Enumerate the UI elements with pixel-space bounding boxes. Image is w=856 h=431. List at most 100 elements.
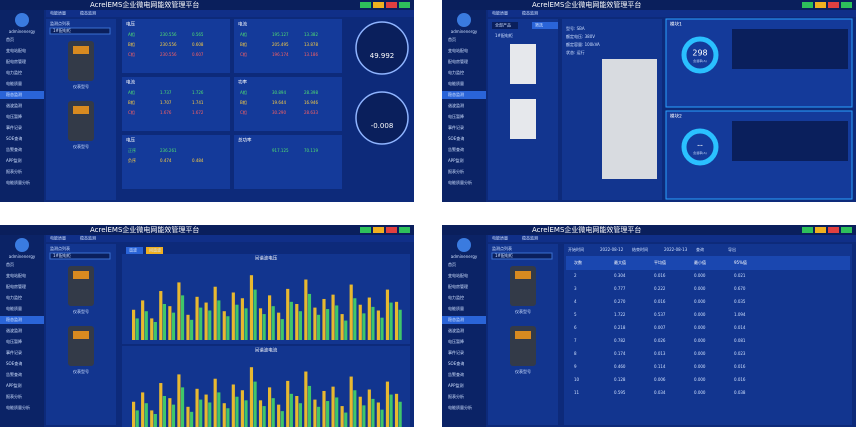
menu-item[interactable]: 首页 xyxy=(448,36,456,42)
search-box[interactable] xyxy=(49,252,111,260)
tab[interactable]: 电能质量 xyxy=(492,10,508,16)
button[interactable] xyxy=(492,22,518,29)
menu-item[interactable]: 谐波监测 xyxy=(6,102,22,108)
header-button[interactable] xyxy=(360,2,371,8)
menu-item[interactable]: 事件记录 xyxy=(448,124,464,130)
header-button[interactable] xyxy=(841,2,852,8)
button[interactable] xyxy=(126,247,143,254)
menu-item[interactable]: 稳态监测 xyxy=(6,91,22,97)
menu-item[interactable]: 稳态监测 xyxy=(448,316,464,322)
menu-item[interactable]: 电压暂降 xyxy=(448,113,464,119)
bar xyxy=(331,386,335,431)
bar xyxy=(304,371,308,431)
menu-item[interactable]: 首页 xyxy=(448,261,456,267)
menu-item[interactable]: SOE查询 xyxy=(6,135,22,141)
button[interactable] xyxy=(532,22,558,29)
menu-item[interactable]: 电压暂降 xyxy=(448,338,464,344)
menu-item[interactable]: 谐波监测 xyxy=(6,327,22,333)
menu-item[interactable]: 电能质量分析 xyxy=(6,179,30,185)
menu-item[interactable]: APP监测 xyxy=(6,157,22,163)
tab[interactable]: 稳态监测 xyxy=(522,235,538,241)
header-button[interactable] xyxy=(373,2,384,8)
menu-item[interactable]: 告警查询 xyxy=(6,146,22,152)
menu-item[interactable]: 电力监控 xyxy=(6,69,22,75)
menu-item[interactable]: 配电房管理 xyxy=(6,283,26,289)
bar xyxy=(141,300,145,340)
bar xyxy=(135,318,139,340)
cell: 1.672 xyxy=(192,110,204,115)
tab[interactable]: 稳态监测 xyxy=(522,10,538,16)
menu-item[interactable]: APP监测 xyxy=(448,382,464,388)
header-button[interactable] xyxy=(802,227,813,233)
menu-item[interactable]: 配电房管理 xyxy=(448,58,468,64)
button[interactable] xyxy=(146,247,163,254)
menu-item[interactable]: 电能质量分析 xyxy=(448,179,472,185)
td: 0.000 xyxy=(694,325,706,330)
header-button[interactable] xyxy=(841,227,852,233)
menu-item[interactable]: 告警查询 xyxy=(6,371,22,377)
cell: 230.556 xyxy=(160,42,177,47)
search-box[interactable] xyxy=(491,252,553,260)
toolbar-item[interactable]: 查询 xyxy=(696,246,704,252)
header-button[interactable] xyxy=(386,227,397,233)
header-button[interactable] xyxy=(802,2,813,8)
tab[interactable]: 稳态监测 xyxy=(80,10,96,16)
menu-item[interactable]: 稳态监测 xyxy=(6,316,22,322)
menu-item[interactable]: 变电站配电 xyxy=(6,47,26,53)
menu-item[interactable]: 电能质量分析 xyxy=(6,404,30,410)
menu-item[interactable]: 事件记录 xyxy=(6,124,22,130)
header-button[interactable] xyxy=(828,227,839,233)
menu-item[interactable]: 变电站配电 xyxy=(6,272,26,278)
toolbar-item[interactable]: 导出 xyxy=(728,246,736,252)
bar xyxy=(298,403,302,431)
menu-item[interactable]: 电压暂降 xyxy=(6,338,22,344)
menu-item[interactable]: 配电房管理 xyxy=(6,58,26,64)
menu-item[interactable]: APP监测 xyxy=(6,382,22,388)
menu-item[interactable]: 电能质量 xyxy=(6,305,22,311)
menu-item[interactable]: 电能质量 xyxy=(6,80,22,86)
menu-item[interactable]: 首页 xyxy=(6,36,14,42)
menu-item[interactable]: 报表分析 xyxy=(6,393,22,399)
menu-item[interactable]: SOE查询 xyxy=(448,360,464,366)
header-button[interactable] xyxy=(399,227,410,233)
menu-item[interactable]: SOE查询 xyxy=(448,135,464,141)
menu-item[interactable]: 事件记录 xyxy=(6,349,22,355)
header-button[interactable] xyxy=(815,2,826,8)
tab[interactable]: 电能质量 xyxy=(492,235,508,241)
bar xyxy=(385,381,390,431)
menu-item[interactable]: 变电站配电 xyxy=(448,47,468,53)
menu-item[interactable]: APP监测 xyxy=(448,157,464,163)
menu-item[interactable]: 报表分析 xyxy=(6,168,22,174)
menu-item[interactable]: 电能质量分析 xyxy=(448,404,472,410)
header-button[interactable] xyxy=(360,227,371,233)
menu-item[interactable]: 变电站配电 xyxy=(448,272,468,278)
menu-item[interactable]: 电压暂降 xyxy=(6,113,22,119)
header-button[interactable] xyxy=(828,2,839,8)
menu-item[interactable]: 事件记录 xyxy=(448,349,464,355)
bar xyxy=(376,402,380,431)
tab[interactable]: 稳态监测 xyxy=(80,235,96,241)
menu-item[interactable]: 配电房管理 xyxy=(448,283,468,289)
menu-item[interactable]: 首页 xyxy=(6,261,14,267)
menu-item[interactable]: 报表分析 xyxy=(448,168,464,174)
tab[interactable]: 电能质量 xyxy=(50,235,66,241)
menu-item[interactable]: 电力监控 xyxy=(448,69,464,75)
bar xyxy=(208,310,212,340)
menu-item[interactable]: 电能质量 xyxy=(448,80,464,86)
menu-item[interactable]: SOE查询 xyxy=(6,360,22,366)
search-box[interactable] xyxy=(49,27,111,35)
menu-item[interactable]: 稳态监测 xyxy=(448,91,464,97)
menu-item[interactable]: 电能质量 xyxy=(448,305,464,311)
header-button[interactable] xyxy=(815,227,826,233)
menu-item[interactable]: 电力监控 xyxy=(6,294,22,300)
tab[interactable]: 电能质量 xyxy=(50,10,66,16)
menu-item[interactable]: 谐波监测 xyxy=(448,327,464,333)
menu-item[interactable]: 谐波监测 xyxy=(448,102,464,108)
header-button[interactable] xyxy=(373,227,384,233)
menu-item[interactable]: 电力监控 xyxy=(448,294,464,300)
menu-item[interactable]: 报表分析 xyxy=(448,393,464,399)
menu-item[interactable]: 告警查询 xyxy=(448,146,464,152)
menu-item[interactable]: 告警查询 xyxy=(448,371,464,377)
header-button[interactable] xyxy=(399,2,410,8)
header-button[interactable] xyxy=(386,2,397,8)
